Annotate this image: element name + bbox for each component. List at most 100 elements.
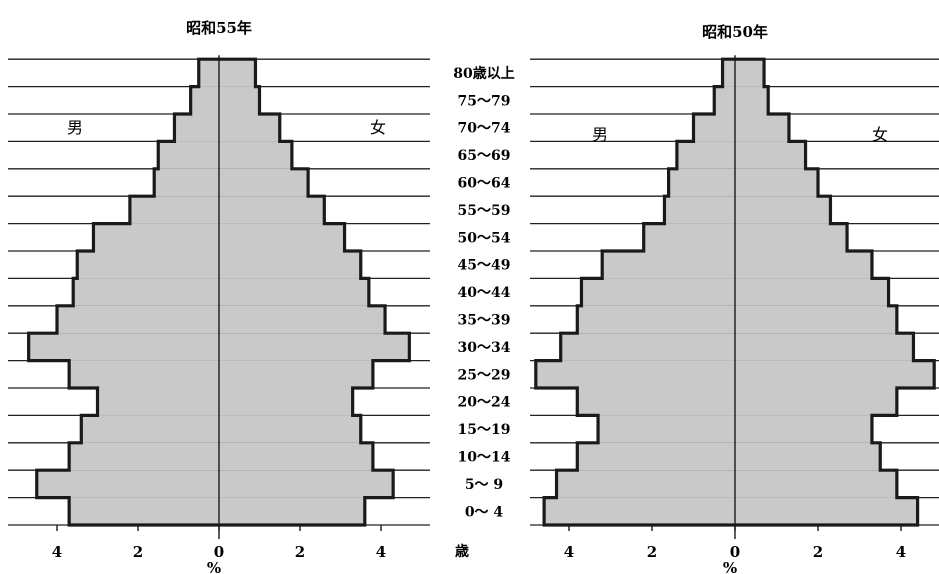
pyramid-s55-female-label: 女 — [370, 118, 386, 137]
pyramid-s55-x-tick-label: 4 — [52, 543, 62, 561]
pyramid-s55-female-bar — [219, 305, 386, 334]
pyramid-s55-female-bar — [219, 168, 309, 197]
age-group-label: 45〜49 — [458, 258, 511, 274]
pyramid-s50-male-bar — [598, 415, 735, 443]
pyramid-s50-female-bar — [735, 333, 914, 361]
pyramid-s55-female-bar — [219, 278, 369, 306]
pyramid-s50-female-bar — [735, 415, 872, 443]
pyramid-s55-female-bar — [219, 497, 365, 525]
age-group-label: 60〜64 — [458, 176, 511, 192]
pyramid-s50-female-bar — [735, 470, 897, 498]
age-group-label: 20〜24 — [458, 395, 511, 411]
pyramid-s55-female-bar — [219, 86, 260, 114]
pyramid-s50-male-bar — [577, 442, 735, 471]
pyramid-s50-male-bar — [643, 223, 735, 251]
pyramid-s50-male-bar — [560, 333, 735, 361]
pyramid-s55-female-bar — [219, 196, 325, 224]
pyramid-s55-title: 昭和55年 — [186, 19, 252, 37]
pyramid-s55-female-bar — [219, 415, 361, 443]
age-group-label: 40〜44 — [458, 285, 511, 301]
pyramid-s55-female-bar — [219, 360, 373, 388]
pyramid-s50-x-tick-label: 0 — [730, 543, 740, 561]
pyramid-s50-x-tick-label: 2 — [813, 543, 823, 561]
pyramid-s55-female-bar — [219, 251, 361, 279]
pyramid-s55-male-bar — [69, 442, 220, 471]
pyramid-s55-male-bar — [28, 333, 220, 361]
age-group-label: 65〜69 — [458, 148, 511, 164]
age-group-label: 5〜 9 — [465, 477, 503, 493]
age-group-label: 50〜54 — [458, 230, 511, 246]
pyramid-s50-x-tick-label: 2 — [647, 543, 657, 561]
pyramid-s50-male-bar — [664, 196, 735, 224]
pyramid-s50-female-bar — [735, 114, 789, 142]
pyramid-s50-female-bar — [735, 305, 897, 334]
age-group-label: 80歳以上 — [453, 65, 514, 82]
pyramid-s55-male-bar — [73, 278, 219, 306]
pyramid-s55-male-bar — [158, 141, 219, 169]
pyramid-s50-male-outline — [534, 57, 735, 527]
pyramid-s55-female-bar — [219, 141, 292, 169]
pyramid-s55-x-tick-label: 4 — [376, 543, 386, 561]
pyramid-s55-female-bar — [219, 333, 410, 361]
pyramid-s55-x-axis-unit: % — [207, 559, 221, 574]
pyramid-s55-female-bar — [219, 223, 345, 251]
pyramid-s55-male-outline — [27, 57, 219, 527]
pyramid-s50-x-tick-label: 4 — [564, 543, 574, 561]
pyramid-s55-male-bar — [198, 59, 219, 87]
pyramid-s50-male-bar — [722, 59, 735, 87]
pyramid-s55-male-bar — [57, 305, 219, 334]
pyramid-s50-female-bar — [735, 223, 848, 251]
pyramid-s50-male-bar — [577, 305, 735, 334]
pyramid-s55-female-outline — [219, 57, 411, 527]
pyramid-s50-female-bar — [735, 360, 935, 388]
pyramid-s55-female-bar — [219, 59, 256, 87]
pyramid-s50-female-bar — [735, 59, 765, 87]
pyramid-s50-female-outline — [735, 57, 936, 527]
pyramid-s50-male-bar — [535, 360, 735, 388]
pyramid-s50-title: 昭和50年 — [702, 23, 768, 41]
pyramid-s50-x-axis-unit: % — [723, 559, 737, 574]
pyramid-s50-female-bar — [735, 141, 806, 169]
age-group-label: 15〜19 — [458, 422, 511, 438]
pyramid-s55-male-bar — [190, 86, 219, 114]
pyramid-s55-x-tick-label: 2 — [295, 543, 305, 561]
pyramid-s50-female-bar — [735, 388, 897, 416]
pyramid-s55-female-bar — [219, 114, 280, 142]
pyramid-s50-female-bar — [735, 168, 818, 197]
pyramid-s50-male-bar — [693, 114, 735, 142]
pyramid-s55-female-bar — [219, 470, 394, 498]
pyramid-s55-male-bar — [69, 360, 220, 388]
pyramid-s55-female-bar — [219, 442, 373, 471]
pyramid-s50-female-label: 女 — [872, 125, 888, 144]
pyramid-s55-male-bar — [129, 196, 219, 224]
pyramid-s55-male-bar — [81, 415, 219, 443]
pyramid-s50-x-tick-label: 4 — [896, 543, 906, 561]
pyramid-s55-male-bar — [154, 168, 219, 197]
pyramid-s55-male-bar — [77, 251, 219, 279]
pyramid-s50-female-bar — [735, 196, 831, 224]
age-group-label: 55〜59 — [458, 203, 511, 219]
age-group-label: 25〜29 — [458, 367, 511, 383]
pyramid-s50-male-bar — [581, 278, 735, 306]
pyramid-s50-female-bar — [735, 497, 918, 525]
pyramid-s50-female-bar — [735, 86, 769, 114]
pyramid-s50-female-bar — [735, 442, 881, 471]
age-group-label: 35〜39 — [458, 313, 511, 329]
pyramid-s50-female-bar — [735, 278, 889, 306]
age-group-label: 30〜34 — [458, 340, 511, 356]
pyramid-s50-male-bar — [668, 168, 735, 197]
pyramid-s55-male-bar — [93, 223, 219, 251]
age-group-label: 10〜14 — [458, 450, 511, 466]
pyramid-s55-x-tick-label: 0 — [214, 543, 224, 561]
age-group-label: 70〜74 — [458, 121, 511, 137]
pyramid-s55-male-bar — [69, 497, 220, 525]
pyramid-s55-female-bar — [219, 388, 353, 416]
pyramid-s50-male-bar — [602, 251, 735, 279]
pyramid-s55-male-bar — [174, 114, 219, 142]
pyramid-s50-male-bar — [544, 497, 735, 525]
pyramid-s55-male-bar — [97, 388, 219, 416]
pyramid-s50-female-bar — [735, 251, 872, 279]
pyramid-s50-male-bar — [577, 388, 735, 416]
